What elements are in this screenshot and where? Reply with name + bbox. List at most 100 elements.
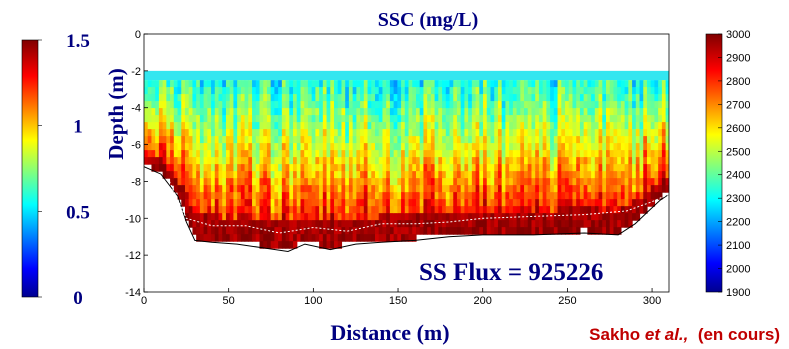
heatmap-cell [252, 234, 257, 242]
heatmap-cell [572, 115, 577, 123]
heatmap-cell [170, 129, 175, 137]
heatmap-cell [196, 108, 201, 116]
heatmap-cell [505, 206, 510, 214]
heatmap-cell [434, 87, 439, 95]
heatmap-cell [274, 213, 279, 221]
heatmap-cell [166, 94, 171, 102]
heatmap-cell [606, 94, 611, 102]
heatmap-cell [516, 94, 521, 102]
x-tick-label: 200 [474, 295, 492, 307]
heatmap-cell [579, 129, 585, 137]
heatmap-cell [654, 80, 659, 88]
heatmap-cell [233, 94, 238, 102]
heatmap-cell [445, 192, 451, 200]
heatmap-cell [617, 178, 622, 186]
heatmap-cell [356, 157, 361, 165]
heatmap-cell [423, 185, 428, 193]
heatmap-cell [591, 157, 596, 165]
heatmap-cell [430, 94, 436, 102]
heatmap-cell [315, 206, 320, 214]
heatmap-cell [352, 150, 357, 158]
heatmap-cell [270, 157, 276, 165]
heatmap-cell [166, 164, 171, 172]
heatmap-cell [583, 164, 588, 172]
heatmap-cell [427, 199, 432, 207]
heatmap-cell [315, 178, 320, 186]
heatmap-cell [617, 87, 622, 95]
heatmap-cell [535, 199, 540, 207]
heatmap-cell [415, 108, 421, 116]
heatmap-cell [371, 171, 376, 179]
heatmap-cell [248, 227, 253, 235]
heatmap-cell [546, 206, 551, 214]
heatmap-cell [408, 206, 413, 214]
heatmap-cell [229, 122, 235, 130]
heatmap-cell [270, 234, 276, 242]
heatmap-cell [464, 220, 469, 228]
heatmap-cell [550, 213, 555, 221]
heatmap-cell [419, 178, 425, 186]
heatmap-cell [184, 206, 190, 214]
heatmap-cell [412, 171, 417, 179]
heatmap-cell [270, 192, 276, 200]
heatmap-cell [348, 213, 354, 221]
heatmap-cell [464, 87, 469, 95]
heatmap-cell [486, 171, 492, 179]
heatmap-cell [304, 122, 309, 130]
heatmap-cell [211, 185, 216, 193]
heatmap-cell [352, 220, 357, 228]
heatmap-cell [430, 101, 436, 109]
heatmap-cell [397, 213, 402, 221]
heatmap-cell [173, 150, 179, 158]
heatmap-cell [240, 185, 246, 193]
heatmap-cell [196, 157, 201, 165]
heatmap-cell [464, 164, 469, 172]
heatmap-cell [408, 94, 413, 102]
heatmap-cell [494, 129, 499, 137]
heatmap-cell [635, 185, 641, 193]
heatmap-cell [304, 115, 309, 123]
heatmap-cell [632, 213, 637, 221]
heatmap-cell [527, 220, 533, 228]
heatmap-cell [240, 171, 246, 179]
heatmap-cell [311, 171, 316, 179]
heatmap-cell [460, 185, 466, 193]
heatmap-cell [281, 213, 287, 221]
heatmap-cell [184, 115, 190, 123]
heatmap-cell [419, 213, 425, 221]
heatmap-cell [456, 115, 462, 123]
heatmap-cell [591, 192, 596, 200]
heatmap-cell [501, 220, 507, 228]
heatmap-cell [196, 136, 201, 144]
heatmap-cell [546, 108, 551, 116]
heatmap-cell [393, 143, 398, 151]
heatmap-cell [319, 143, 324, 151]
heatmap-cell [609, 227, 615, 235]
heatmap-cell [531, 192, 536, 200]
heatmap-cell [423, 164, 428, 172]
heatmap-cell [322, 80, 328, 88]
heatmap-cell [531, 213, 536, 221]
heatmap-cell [281, 143, 287, 151]
heatmap-cell [609, 143, 615, 151]
heatmap-cell [199, 199, 205, 207]
heatmap-cell [274, 171, 279, 179]
heatmap-cell [207, 157, 212, 165]
heatmap-cell [553, 185, 559, 193]
heatmap-cell [617, 101, 622, 109]
heatmap-cell [300, 94, 305, 102]
heatmap-cell [483, 164, 488, 172]
heatmap-cell [196, 220, 201, 228]
heatmap-cell [330, 241, 335, 249]
heatmap-cell [557, 164, 562, 172]
heatmap-cell [587, 122, 592, 130]
heatmap-cell [646, 185, 652, 193]
heatmap-cell [322, 213, 328, 221]
heatmap-cell [345, 213, 350, 221]
heatmap-cell [639, 80, 644, 88]
heatmap-cell [263, 199, 268, 207]
heatmap-cell [542, 136, 547, 144]
heatmap-cell [471, 199, 477, 207]
heatmap-cell [624, 136, 629, 144]
heatmap-cell [442, 115, 447, 123]
